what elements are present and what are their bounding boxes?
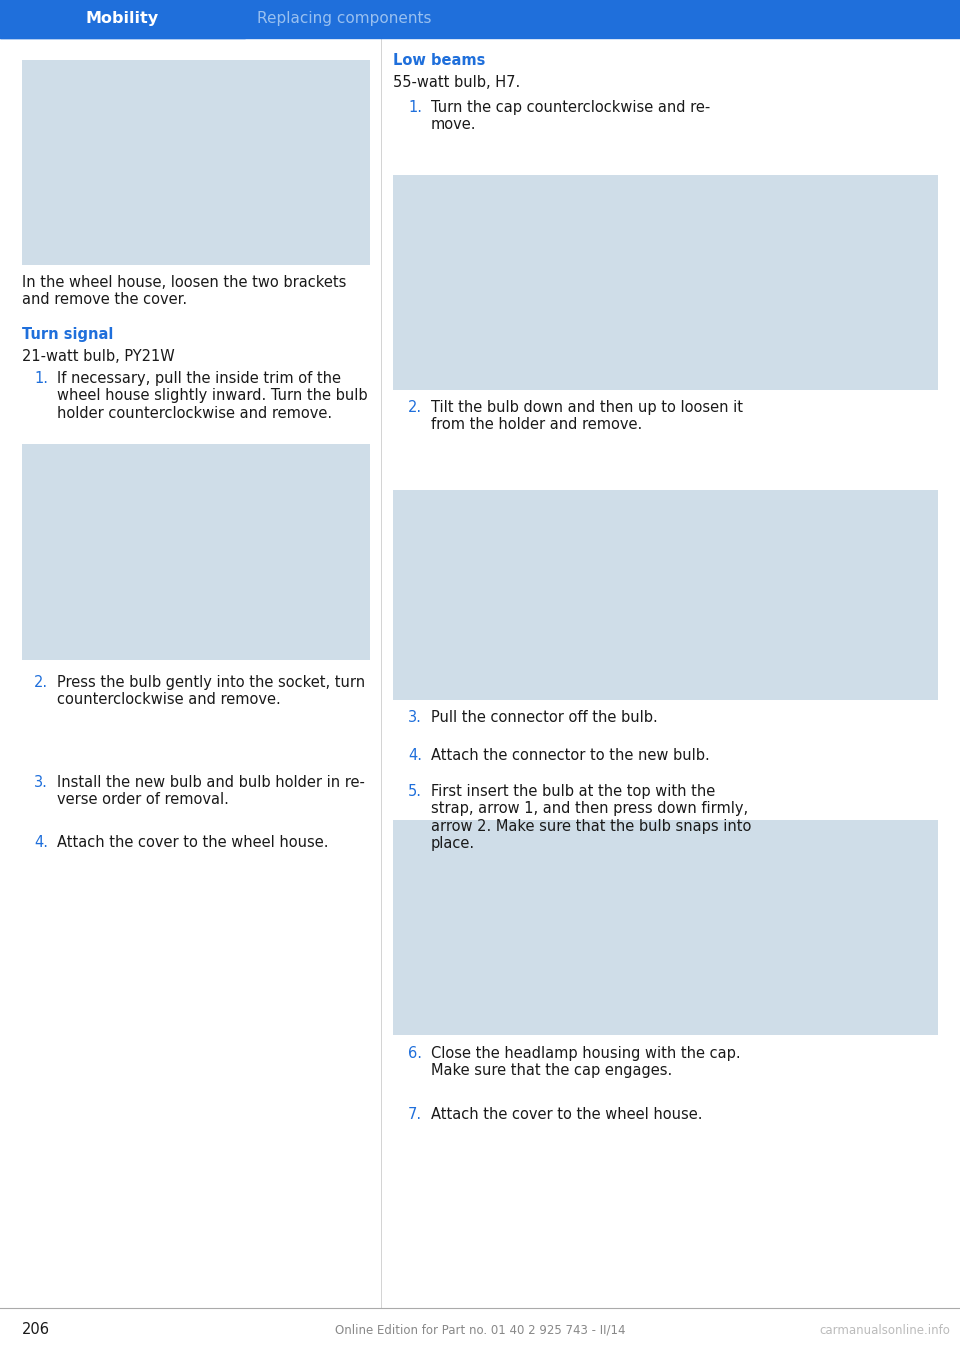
Text: 2.: 2. — [408, 400, 422, 415]
Text: Close the headlamp housing with the cap.
Make sure that the cap engages.: Close the headlamp housing with the cap.… — [431, 1046, 740, 1079]
Text: 2.: 2. — [34, 676, 48, 691]
Text: 7.: 7. — [408, 1107, 422, 1122]
Text: Turn the cap counterclockwise and re-
move.: Turn the cap counterclockwise and re- mo… — [431, 99, 710, 132]
Bar — [0, 0, 245, 38]
Bar — [22, 444, 370, 661]
Text: 5.: 5. — [408, 785, 422, 799]
Text: 3.: 3. — [408, 710, 421, 725]
Text: Turn signal: Turn signal — [22, 327, 113, 342]
Text: 206: 206 — [22, 1323, 50, 1337]
Text: 1.: 1. — [34, 370, 48, 385]
Text: 55-watt bulb, H7.: 55-watt bulb, H7. — [393, 75, 520, 90]
Bar — [393, 174, 938, 390]
Text: Install the new bulb and bulb holder in re-
verse order of removal.: Install the new bulb and bulb holder in … — [57, 775, 365, 808]
Text: First insert the bulb at the top with the
strap, arrow 1, and then press down fi: First insert the bulb at the top with th… — [431, 785, 752, 851]
Text: 4.: 4. — [34, 835, 48, 850]
Text: Attach the cover to the wheel house.: Attach the cover to the wheel house. — [431, 1107, 703, 1122]
Text: Attach the connector to the new bulb.: Attach the connector to the new bulb. — [431, 748, 709, 763]
Text: Attach the cover to the wheel house.: Attach the cover to the wheel house. — [57, 835, 328, 850]
Text: Online Edition for Part no. 01 40 2 925 743 - II/14: Online Edition for Part no. 01 40 2 925 … — [335, 1324, 625, 1336]
Bar — [0, 0, 960, 38]
Text: 6.: 6. — [408, 1046, 422, 1061]
Text: Press the bulb gently into the socket, turn
counterclockwise and remove.: Press the bulb gently into the socket, t… — [57, 676, 365, 707]
Text: 4.: 4. — [408, 748, 422, 763]
Text: In the wheel house, loosen the two brackets
and remove the cover.: In the wheel house, loosen the two brack… — [22, 275, 347, 308]
Text: Mobility: Mobility — [86, 11, 159, 26]
Text: 21-watt bulb, PY21W: 21-watt bulb, PY21W — [22, 349, 175, 364]
Text: carmanualsonline.info: carmanualsonline.info — [819, 1324, 950, 1336]
Text: Replacing components: Replacing components — [257, 11, 431, 26]
Text: Tilt the bulb down and then up to loosen it
from the holder and remove.: Tilt the bulb down and then up to loosen… — [431, 400, 743, 432]
Text: Low beams: Low beams — [393, 53, 486, 68]
Text: 3.: 3. — [34, 775, 48, 790]
Text: If necessary, pull the inside trim of the
wheel house slightly inward. Turn the : If necessary, pull the inside trim of th… — [57, 370, 368, 421]
Text: Pull the connector off the bulb.: Pull the connector off the bulb. — [431, 710, 658, 725]
Text: 1.: 1. — [408, 99, 422, 114]
Bar — [22, 60, 370, 266]
Bar — [393, 820, 938, 1035]
Bar — [393, 490, 938, 700]
